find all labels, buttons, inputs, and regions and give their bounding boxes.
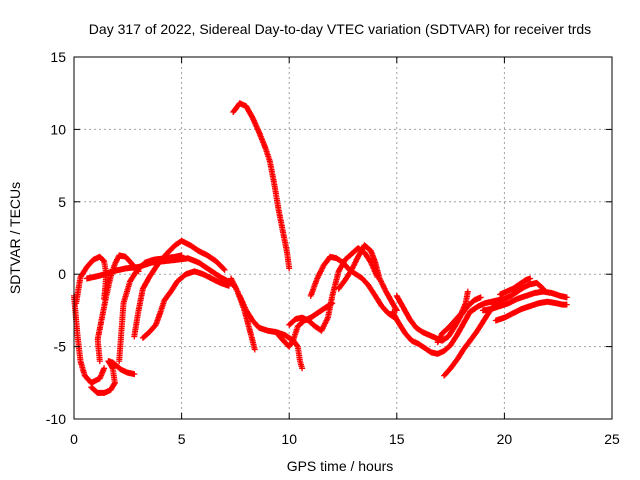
series-arc16 (389, 304, 480, 357)
y-tick-label: -10 (46, 411, 66, 427)
series-arc15 (335, 242, 400, 314)
series-arc21 (479, 288, 570, 314)
x-tick-label: 20 (497, 431, 513, 447)
series-markers (469, 279, 547, 314)
series-arc23 (497, 275, 534, 298)
x-tick-label: 15 (389, 431, 405, 447)
series-arc13 (286, 245, 381, 334)
series-markers (228, 275, 258, 353)
x-tick-label: 10 (281, 431, 297, 447)
series-markers (88, 358, 138, 396)
series-arc22 (492, 298, 570, 324)
series-markers (434, 288, 471, 346)
series-arc18 (441, 297, 506, 379)
series-markers (139, 268, 232, 341)
x-tick-label: 25 (604, 431, 620, 447)
series-markers (479, 288, 570, 314)
series-markers (131, 237, 228, 340)
series-markers (497, 275, 534, 298)
series-arc19 (434, 288, 471, 346)
series-arc20 (469, 279, 547, 314)
series-markers (94, 252, 142, 365)
x-axis-label: GPS time / hours (287, 458, 394, 474)
series-arc1 (71, 292, 108, 386)
x-tick-label: 0 (70, 431, 78, 447)
series-arc14 (307, 253, 398, 321)
chart-title: Day 317 of 2022, Sidereal Day-to-day VTE… (89, 21, 591, 37)
series-markers (286, 245, 381, 334)
series-markers (307, 253, 398, 321)
y-tick-label: -5 (54, 339, 67, 355)
grid-lines (74, 57, 612, 419)
series-arc4 (94, 252, 142, 365)
series-markers (335, 242, 400, 314)
series-markers (230, 100, 293, 272)
y-axis-label: SDTVAR / TECUs (7, 182, 23, 294)
axis-ticks: 0 5 10 15 20 25 -10 -5 0 5 10 15 (46, 49, 620, 447)
series-arc9 (228, 275, 258, 353)
series-markers (492, 298, 570, 324)
series-arc7 (131, 237, 228, 340)
y-tick-label: 10 (50, 121, 66, 137)
series-markers (83, 255, 239, 291)
x-tick-label: 5 (178, 431, 186, 447)
data-series-layer (71, 100, 570, 396)
series-arc6 (83, 255, 239, 291)
series-markers (441, 297, 506, 379)
series-markers (389, 304, 480, 357)
y-tick-label: 15 (50, 49, 66, 65)
series-arc3 (88, 358, 138, 396)
y-tick-label: 5 (58, 194, 66, 210)
y-tick-label: 0 (58, 266, 66, 282)
plot-frame (73, 56, 613, 420)
series-arc8 (139, 268, 232, 341)
series-markers (71, 292, 108, 386)
series-arc10 (230, 100, 293, 272)
